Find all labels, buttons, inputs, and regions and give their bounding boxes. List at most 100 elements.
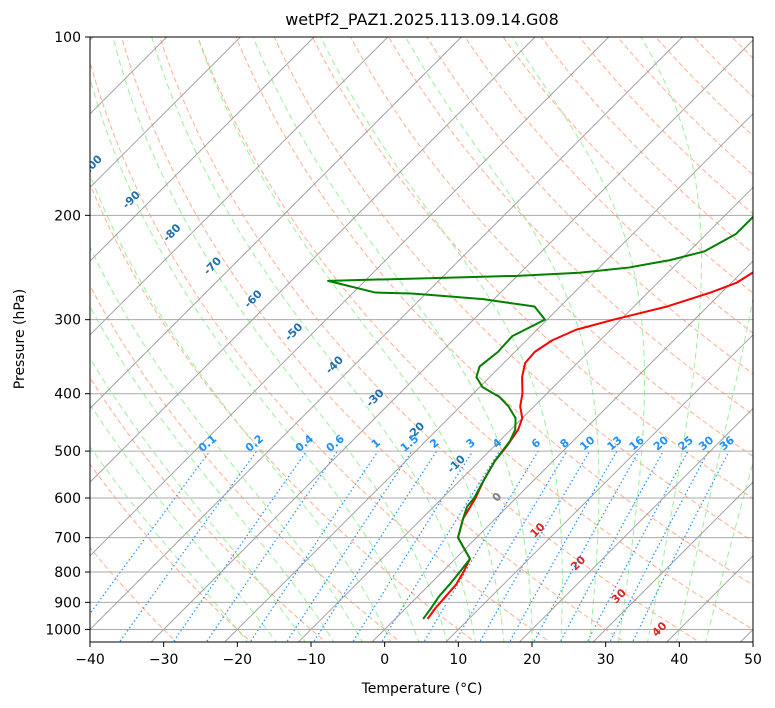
plot-area: -100-90-80-70-60-50-40-30-20-10010203040…: [90, 24, 775, 645]
isotherm-line: [224, 113, 753, 642]
isotherm-label: -90: [120, 188, 143, 211]
mixing-ratio-line: [249, 450, 379, 642]
dry-adiabat-line: [426, 37, 753, 375]
mixing-ratio-line: [90, 450, 211, 615]
plot-frame: [89, 36, 754, 643]
dry-adiabat-line: [655, 37, 753, 137]
mixing-ratio-label: 20: [651, 433, 671, 453]
isotherm-label: -80: [160, 221, 183, 244]
isotherm-label: -40: [323, 353, 346, 376]
moist-adiabat-line: [705, 461, 753, 642]
dry-adiabat-line: [350, 37, 753, 457]
isotherm-line: [739, 628, 753, 642]
mixing-ratio-line: [285, 450, 413, 642]
mixing-ratio-line: [559, 450, 664, 642]
dry-adiabat-line: [311, 37, 753, 500]
moist-adiabat-line: [252, 37, 533, 642]
x-tick-label: −10: [296, 652, 326, 668]
mixing-ratio-label: 25: [676, 434, 696, 454]
mixing-ratio-label: 30: [696, 433, 716, 453]
mixing-ratio-line: [380, 450, 500, 642]
moist-adiabat-line: [640, 37, 702, 642]
isotherm-label: 20: [568, 553, 588, 573]
isotherm-line: [90, 37, 684, 631]
dry-adiabat-line: [388, 37, 753, 416]
dry-adiabats: [90, 24, 775, 645]
isotherm-line: [297, 186, 753, 642]
moist-adiabat-line: [90, 76, 420, 642]
isotherms: [90, 37, 753, 642]
isotherm-label: -70: [201, 254, 224, 277]
mixing-ratio-label: 8: [558, 436, 572, 451]
chart-title: wetPf2_PAZ1.2025.113.09.14.G08: [285, 10, 559, 30]
mixing-ratio-label: 36: [717, 433, 737, 453]
dry-adiabat-line: [731, 37, 753, 59]
isotherm-label: -60: [242, 287, 265, 310]
mixing-ratio-label: 2: [427, 436, 441, 451]
y-tick-label: 700: [54, 531, 81, 547]
y-tick-label: 400: [54, 387, 81, 403]
dry-adiabat-line: [235, 37, 753, 586]
x-axis: −40 −30 −20 −10 0 10 20 30 40 50: [75, 642, 762, 668]
moist-adiabat-line: [90, 403, 278, 642]
dry-adiabat-line: [757, 24, 775, 645]
dry-adiabat-line: [90, 60, 551, 642]
x-tick-label: −40: [75, 652, 105, 668]
dry-adiabat-line: [90, 284, 402, 642]
dry-adiabat-line: [464, 37, 753, 334]
isotherm-line: [90, 37, 242, 189]
isotherm-line: [90, 37, 610, 557]
moist-adiabat-line: [90, 357, 306, 642]
isotherm-line: [90, 37, 389, 336]
mixing-ratio-line: [312, 450, 438, 642]
isotherm-line: [592, 481, 753, 642]
isotherm-label: 40: [649, 619, 669, 639]
moist-adiabat-line: [405, 37, 600, 642]
mixing-ratio-line: [172, 450, 308, 642]
dry-adiabat-line: [90, 463, 252, 642]
x-tick-label: −30: [149, 652, 179, 668]
isotherm-label: -50: [282, 320, 305, 343]
isotherm-line: [90, 37, 463, 410]
mixing-ratio-line: [609, 450, 710, 642]
isotherm-line: [666, 555, 753, 642]
dry-adiabat-line: [197, 37, 753, 631]
y-tick-label: 900: [54, 595, 81, 611]
x-tick-label: −20: [223, 652, 253, 668]
mixing-ratio-label: 10: [577, 433, 597, 453]
x-tick-label: 40: [670, 652, 688, 668]
y-tick-label: 1000: [45, 622, 81, 638]
isotherm-line: [445, 334, 753, 642]
mixing-ratio-label: 13: [605, 434, 625, 454]
mixing-ratio-line: [205, 450, 339, 642]
mixing-ratio-lines: [90, 450, 730, 642]
y-axis-title: Pressure (hPa): [12, 289, 28, 389]
y-tick-label: 600: [54, 491, 81, 507]
x-tick-label: 30: [597, 652, 615, 668]
dewpoint-profile-line: [327, 215, 753, 620]
mixing-ratio-label: 16: [627, 433, 647, 453]
dry-adiabat-line: [90, 182, 476, 642]
mixing-ratio-line: [454, 450, 568, 642]
y-tick-label: 500: [54, 444, 81, 460]
isotherm-label: -10: [445, 452, 468, 475]
mixing-ratio-line: [631, 450, 730, 642]
y-tick-label: 800: [54, 565, 81, 581]
y-axis: 100 200 300 400 500 600 700 800 900 1000: [45, 30, 90, 638]
dry-adiabat-line: [121, 37, 626, 642]
mixing-ratio-line: [352, 450, 474, 642]
mixing-ratio-line: [118, 450, 258, 642]
x-tick-label: 0: [380, 652, 389, 668]
isotherm-line: [371, 260, 753, 642]
isotherm-line: [90, 37, 315, 262]
mixing-ratio-label: 6: [529, 436, 543, 451]
dry-adiabat-line: [273, 37, 753, 543]
profile-lines: [327, 215, 753, 620]
isotherm-line: [150, 39, 753, 642]
x-tick-label: 20: [523, 652, 541, 668]
isotherm-line: [518, 407, 753, 642]
mixing-ratio-line: [586, 450, 689, 642]
dry-adiabat-line: [578, 37, 753, 215]
